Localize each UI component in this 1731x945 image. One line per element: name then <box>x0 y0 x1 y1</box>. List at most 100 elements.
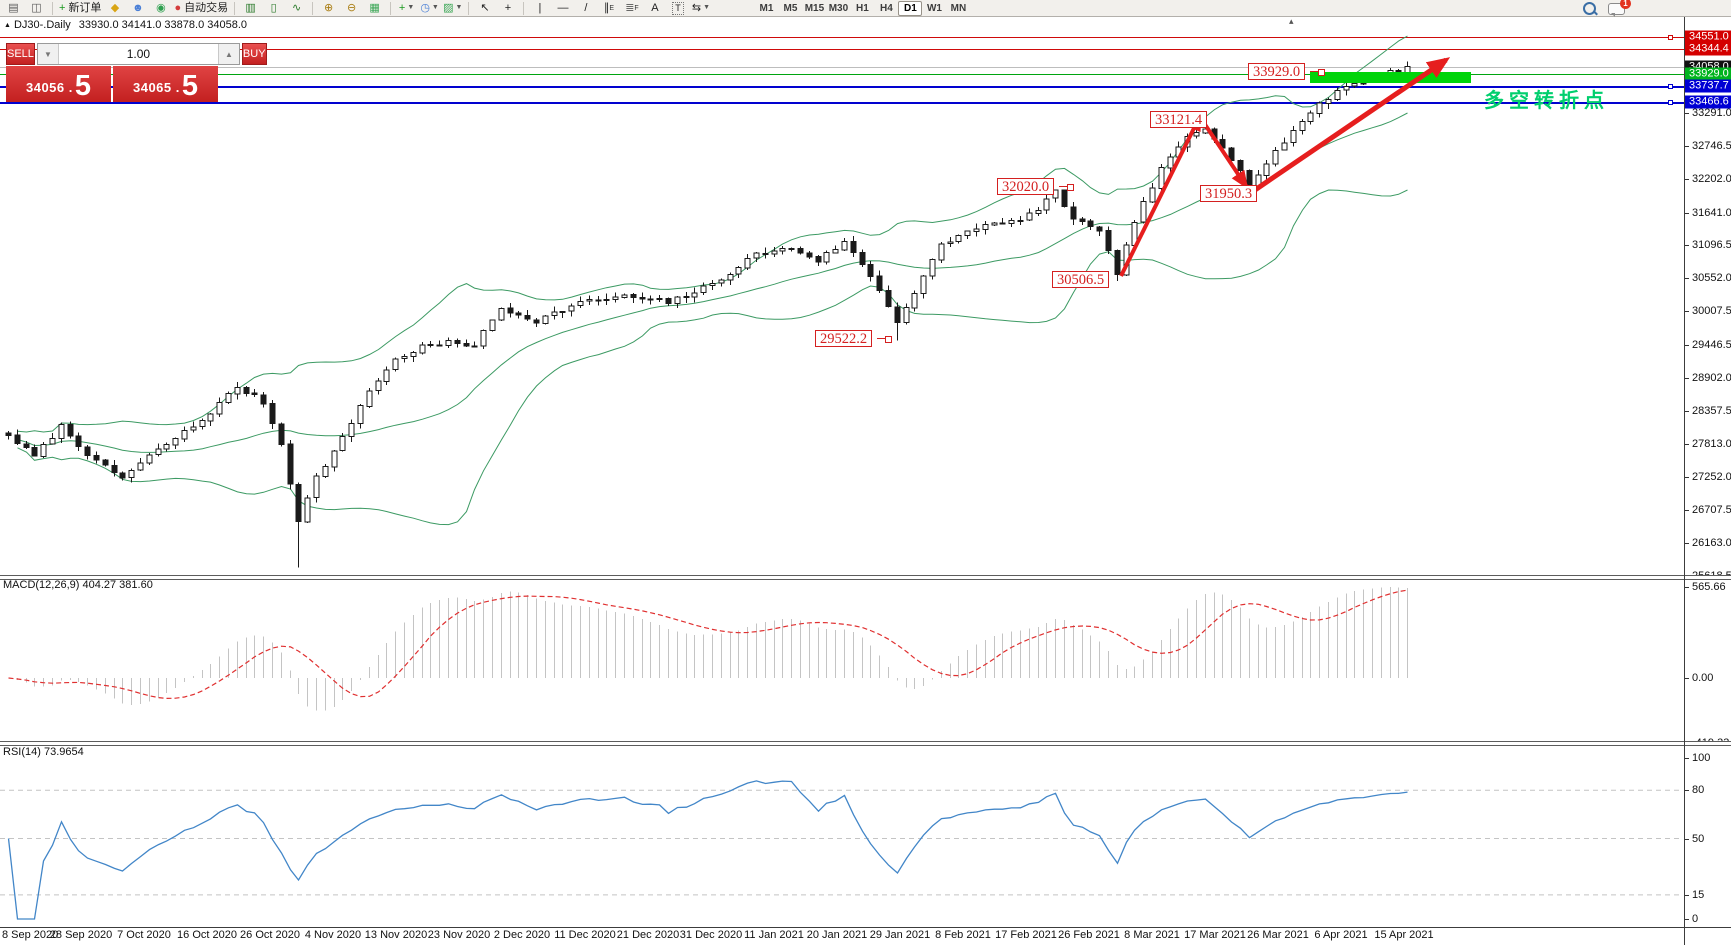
buy-price[interactable]: 34065 .5 <box>113 66 218 102</box>
timeframe-m15[interactable]: M15 <box>804 2 825 14</box>
axis-tick-label: 26707.5 <box>1692 504 1731 517</box>
market-watch-icon[interactable]: ◆ <box>103 1 126 16</box>
axis-tick-mark <box>1685 894 1689 896</box>
fibonacci-icon[interactable]: ≣ F <box>620 1 643 16</box>
axis-tick-mark <box>1685 410 1689 412</box>
horizontal-line-icon[interactable]: — <box>551 1 574 16</box>
templates-icon: ▨ <box>443 2 454 14</box>
date-label: 8 Mar 2021 <box>1124 929 1180 941</box>
templates-icon[interactable]: ▨ ▼ <box>441 1 464 16</box>
axis-tick-mark <box>1685 919 1689 920</box>
zoom-out-icon[interactable]: ⊖ <box>340 1 363 16</box>
price-callout-33929.0[interactable]: 33929.0 <box>1248 63 1306 80</box>
accounts-icon[interactable]: ☻ <box>126 1 149 16</box>
macd-signal-line <box>8 589 1408 700</box>
axis-tick-label: 15 <box>1692 888 1705 901</box>
price-axis[interactable]: 33291.0 32746.5 32202.0 31641.0 31096.5 30552… <box>1685 17 1731 945</box>
line-handle[interactable] <box>1668 35 1673 40</box>
indicators-icon[interactable]: + ▼ <box>395 1 418 16</box>
autotrading-label: 自动交易 <box>184 2 229 14</box>
chat-icon[interactable]: 1 <box>1608 0 1631 17</box>
panel-splitter[interactable] <box>0 741 1731 746</box>
line-handle[interactable] <box>1668 100 1673 105</box>
price-callout-31950.3[interactable]: 31950.3 <box>1200 185 1258 202</box>
date-label: 4 Nov 2020 <box>304 929 362 941</box>
tile-windows-icon[interactable]: ▦ <box>363 1 386 16</box>
text-icon: A <box>651 2 659 14</box>
candlestick-chart-icon[interactable]: ▯ <box>262 1 285 16</box>
axis-tick-label: 31096.5 <box>1692 239 1731 252</box>
tile-windows-icon: ▦ <box>369 2 380 14</box>
new-order-button[interactable]: + 新订单 <box>57 1 103 16</box>
volume-increase-button[interactable]: ▲ <box>217 44 239 64</box>
text-icon[interactable]: A <box>643 1 666 16</box>
callout-handle[interactable] <box>885 336 892 343</box>
line-chart-icon[interactable]: ∿ <box>285 1 308 16</box>
crosshair-icon[interactable]: + <box>496 1 519 16</box>
cursor-icon: ↖ <box>480 2 490 14</box>
zoom-in-icon[interactable]: ⊕ <box>317 1 340 16</box>
date-label: 31 Dec 2020 <box>679 929 743 941</box>
timeframe-h1[interactable]: H1 <box>856 2 869 14</box>
highlight-box <box>1310 72 1471 83</box>
date-label: 6 Apr 2021 <box>1314 929 1368 941</box>
signals-icon[interactable]: ◉ <box>149 1 172 16</box>
signals-icon: ◉ <box>156 2 166 14</box>
new-chart-icon[interactable]: ▤ <box>2 1 25 16</box>
timeframe-m1[interactable]: M1 <box>759 2 774 14</box>
price-line-33466.6 <box>0 102 1684 104</box>
time-axis[interactable]: 8 Sep 2020 28 Sep 2020 7 Oct 2020 16 Oct 20… <box>0 929 1731 945</box>
arrows-icon: ⇆ <box>691 2 702 14</box>
line-handle[interactable] <box>1668 84 1673 89</box>
chevron-down-icon: ▼ <box>431 4 439 11</box>
price-callout-32020.0[interactable]: 32020.0 <box>997 178 1055 195</box>
sell-price[interactable]: 34056 .5 <box>6 66 111 102</box>
date-label: 26 Mar 2021 <box>1247 929 1309 941</box>
price-callout-30506.5[interactable]: 30506.5 <box>1052 271 1110 288</box>
bar-chart-icon[interactable]: ▥ <box>239 1 262 16</box>
turning-point-annotation[interactable]: 多空转折点 <box>1484 90 1609 112</box>
date-label: 20 Jan 2021 <box>806 929 868 941</box>
timeframe-h4[interactable]: H4 <box>880 2 893 14</box>
panel-splitter[interactable] <box>0 575 1731 580</box>
timeframe-w1[interactable]: W1 <box>926 2 942 14</box>
axis-tick-label: 32202.0 <box>1692 172 1731 185</box>
price-callout-33121.4[interactable]: 33121.4 <box>1150 111 1208 128</box>
trendline-icon[interactable]: / <box>574 1 597 16</box>
sell-button[interactable]: SELL <box>6 43 35 65</box>
text-label-icon[interactable]: T <box>666 1 689 16</box>
vertical-line-icon[interactable]: | <box>528 1 551 16</box>
price-callout-29522.2[interactable]: 29522.2 <box>815 330 873 347</box>
periods-icon[interactable]: ◷ ▼ <box>418 1 441 16</box>
timeframe-m30[interactable]: M30 <box>828 2 849 14</box>
timeframe-mn[interactable]: MN <box>950 2 967 14</box>
profiles-icon[interactable]: ◫ <box>25 1 48 16</box>
axis-tick-mark <box>1685 543 1689 545</box>
buy-price-main: 34065 . <box>132 80 180 95</box>
equidistant-channel-icon[interactable]: ∥ E <box>597 1 620 16</box>
volume-decrease-button[interactable]: ▼ <box>37 44 59 64</box>
autotrading-button[interactable]: ● 自动交易 <box>172 1 230 16</box>
buy-button[interactable]: BUY <box>241 43 267 65</box>
axis-tick-mark <box>1685 245 1689 247</box>
date-label: 16 Oct 2020 <box>177 929 237 941</box>
volume-input[interactable] <box>58 44 218 64</box>
arrows-icon[interactable]: ⇆ ▼ <box>689 1 712 16</box>
cursor-icon[interactable]: ↖ <box>473 1 496 16</box>
callout-handle[interactable] <box>1067 184 1074 191</box>
date-label: 7 Oct 2020 <box>117 929 171 941</box>
callout-connector <box>1059 186 1067 187</box>
date-label: 23 Nov 2020 <box>427 929 491 941</box>
search-icon[interactable] <box>1583 2 1596 15</box>
callout-handle[interactable] <box>1318 69 1325 76</box>
date-label: 26 Feb 2021 <box>1058 929 1120 941</box>
axis-tick-label: 80 <box>1692 784 1705 797</box>
timeframe-m5[interactable]: M5 <box>783 2 798 14</box>
axis-tick-mark <box>1685 311 1689 313</box>
equidistant-channel-icon: ∥ <box>603 2 610 14</box>
axis-tick-label: 28902.0 <box>1692 371 1731 384</box>
timeframe-d1[interactable]: D1 <box>898 0 923 16</box>
fibonacci-sub-letter: F <box>634 4 639 12</box>
volume-stepper: ▼ ▲ <box>36 43 240 65</box>
